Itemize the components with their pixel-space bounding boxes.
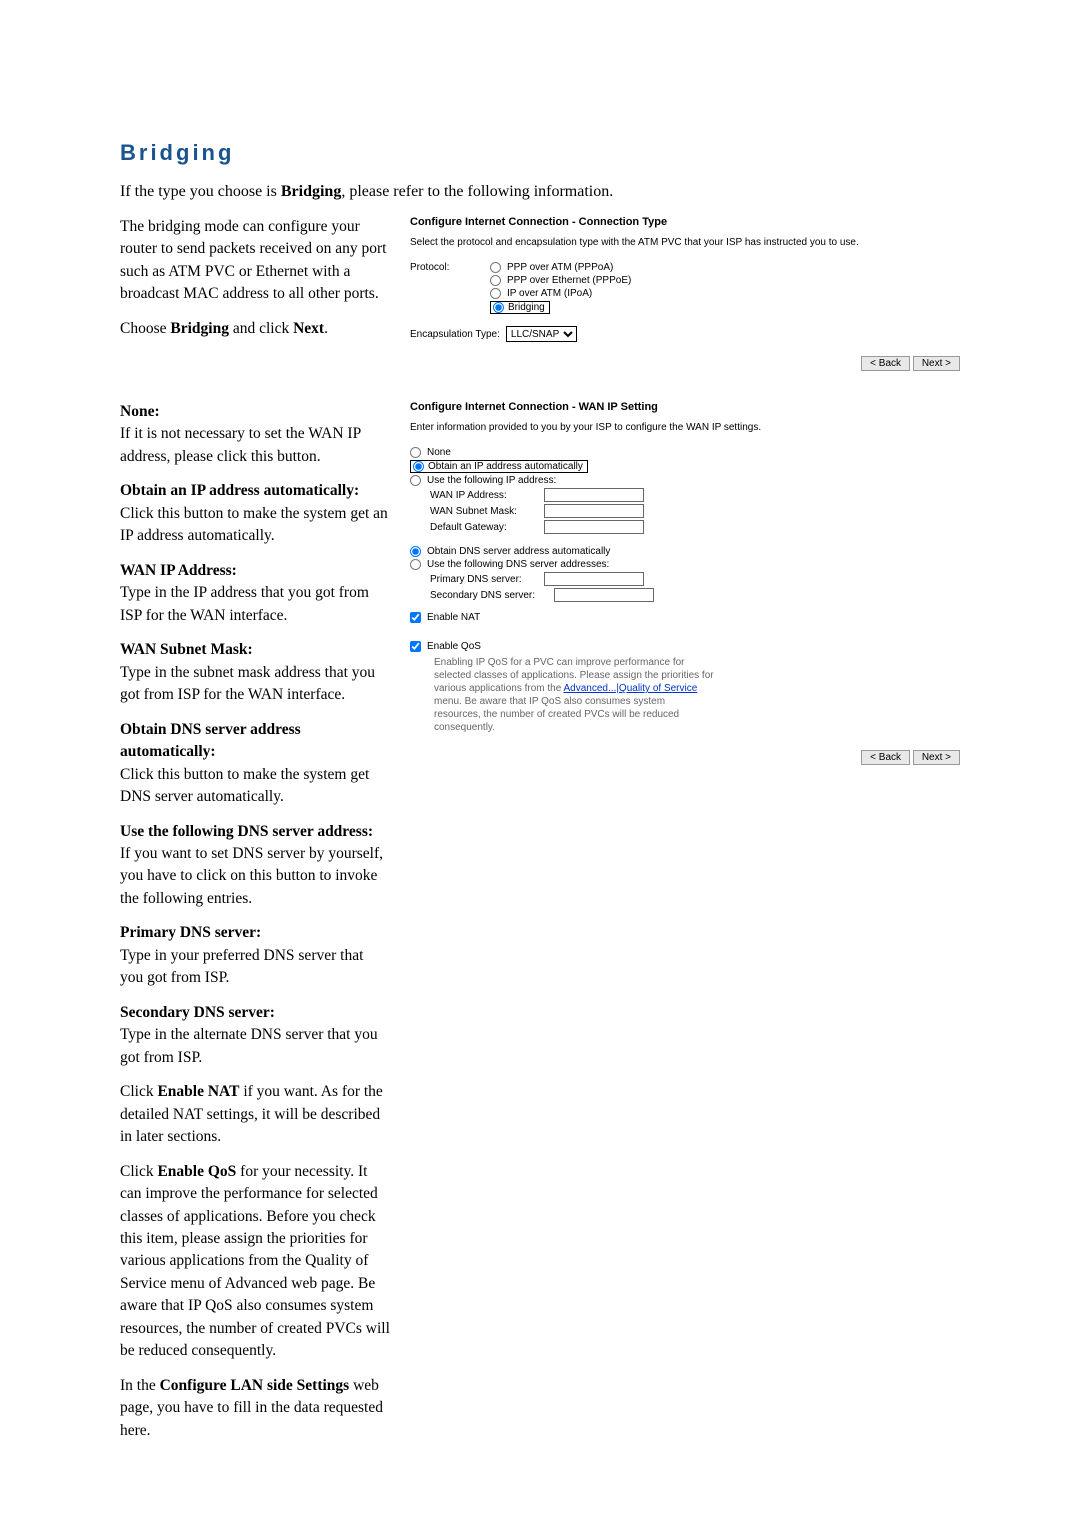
- section-1-left: The bridging mode can configure your rou…: [120, 216, 390, 371]
- next-button-2[interactable]: Next >: [913, 750, 960, 765]
- panel2-desc: Enter information provided to you by you…: [410, 421, 960, 435]
- section-title: Bridging: [120, 140, 960, 166]
- panel1-buttons: < Back Next >: [410, 356, 960, 371]
- panel-wan-ip: Configure Internet Connection - WAN IP S…: [410, 401, 960, 1454]
- radio-pppoe-label: PPP over Ethernet (PPPoE): [507, 275, 631, 286]
- protocol-label: Protocol:: [410, 262, 490, 316]
- wanip-field-label: WAN IP Address:: [430, 490, 540, 501]
- encapsulation-row: Encapsulation Type: LLC/SNAP: [410, 326, 960, 342]
- qos-note: Enabling IP QoS for a PVC can improve pe…: [434, 656, 714, 734]
- def-nat: Click Enable NAT if you want. As for the…: [120, 1081, 390, 1148]
- panel1-desc: Select the protocol and encapsulation ty…: [410, 236, 960, 250]
- def-obtaindns: Obtain DNS server address automatically:…: [120, 719, 390, 809]
- radio-dns-obtain[interactable]: [410, 546, 421, 557]
- radio-wan-use-label: Use the following IP address:: [427, 475, 556, 486]
- back-button[interactable]: < Back: [861, 356, 910, 371]
- secdns-row: Secondary DNS server:: [430, 588, 960, 602]
- pridns-row: Primary DNS server:: [430, 572, 960, 586]
- panel-connection-type: Configure Internet Connection - Connecti…: [410, 216, 960, 371]
- radio-pppoa-label: PPP over ATM (PPPoA): [507, 262, 613, 273]
- radio-pppoa[interactable]: [490, 262, 501, 273]
- radio-wan-none-label: None: [427, 447, 451, 458]
- gw-input[interactable]: [544, 520, 644, 534]
- def-wanip: WAN IP Address: Type in the IP address t…: [120, 560, 390, 627]
- checkbox-enable-qos[interactable]: [410, 641, 421, 652]
- def-lan: In the Configure LAN side Settings web p…: [120, 1375, 390, 1442]
- def-secdns: Secondary DNS server: Type in the altern…: [120, 1002, 390, 1069]
- radio-bridging[interactable]: [493, 302, 504, 313]
- intro-bold: Bridging: [281, 183, 341, 200]
- bridge-desc-p2: Choose Bridging and click Next.: [120, 318, 390, 340]
- pridns-field-label: Primary DNS server:: [430, 574, 540, 585]
- enable-qos-label: Enable QoS: [427, 641, 481, 652]
- checkbox-enable-nat[interactable]: [410, 612, 421, 623]
- wansub-field-label: WAN Subnet Mask:: [430, 506, 540, 517]
- radio-wan-use[interactable]: [410, 475, 421, 486]
- def-qos: Click Enable QoS for your necessity. It …: [120, 1161, 390, 1363]
- radio-wan-obtain[interactable]: [413, 461, 424, 472]
- radio-wan-none[interactable]: [410, 447, 421, 458]
- wansub-row: WAN Subnet Mask:: [430, 504, 960, 518]
- protocol-option-bridging[interactable]: Bridging: [490, 301, 960, 314]
- protocol-option-pppoe[interactable]: PPP over Ethernet (PPPoE): [490, 275, 960, 286]
- enable-nat-label: Enable NAT: [427, 612, 480, 623]
- wan-obtain-option[interactable]: Obtain an IP address automatically: [410, 460, 960, 473]
- wanip-input[interactable]: [544, 488, 644, 502]
- wansub-input[interactable]: [544, 504, 644, 518]
- enable-nat-row[interactable]: Enable NAT: [410, 612, 960, 623]
- section-1: The bridging mode can configure your rou…: [120, 216, 960, 371]
- def-none: None: If it is not necessary to set the …: [120, 401, 390, 468]
- wan-use-option[interactable]: Use the following IP address:: [410, 475, 960, 486]
- panel2-heading: Configure Internet Connection - WAN IP S…: [410, 401, 960, 413]
- protocol-block: Protocol: PPP over ATM (PPPoA) PPP over …: [410, 262, 960, 316]
- wanip-row: WAN IP Address:: [430, 488, 960, 502]
- radio-bridging-label: Bridging: [508, 302, 545, 313]
- pridns-input[interactable]: [544, 572, 644, 586]
- bridge-desc-p1: The bridging mode can configure your rou…: [120, 216, 390, 306]
- section-2-left: None: If it is not necessary to set the …: [120, 401, 390, 1454]
- encapsulation-select[interactable]: LLC/SNAP: [506, 326, 577, 342]
- back-button-2[interactable]: < Back: [861, 750, 910, 765]
- qos-advanced-link[interactable]: Advanced...|Quality of Service: [564, 683, 698, 694]
- radio-ipoa-label: IP over ATM (IPoA): [507, 288, 592, 299]
- protocol-option-pppoa[interactable]: PPP over ATM (PPPoA): [490, 262, 960, 273]
- radio-pppoe[interactable]: [490, 275, 501, 286]
- radio-dns-use-label: Use the following DNS server addresses:: [427, 559, 609, 570]
- def-pridns: Primary DNS server: Type in your preferr…: [120, 922, 390, 989]
- radio-dns-obtain-label: Obtain DNS server address automatically: [427, 546, 610, 557]
- radio-dns-use[interactable]: [410, 559, 421, 570]
- next-button[interactable]: Next >: [913, 356, 960, 371]
- secdns-field-label: Secondary DNS server:: [430, 590, 550, 601]
- intro-prefix: If the type you choose is: [120, 183, 281, 200]
- intro-text: If the type you choose is Bridging, plea…: [120, 180, 960, 204]
- radio-ipoa[interactable]: [490, 288, 501, 299]
- def-wansub: WAN Subnet Mask: Type in the subnet mask…: [120, 639, 390, 706]
- dns-use-option[interactable]: Use the following DNS server addresses:: [410, 559, 960, 570]
- panel2-buttons: < Back Next >: [410, 750, 960, 765]
- enable-qos-row[interactable]: Enable QoS: [410, 641, 960, 652]
- radio-wan-obtain-label: Obtain an IP address automatically: [428, 461, 583, 472]
- encapsulation-label: Encapsulation Type:: [410, 329, 500, 340]
- gw-field-label: Default Gateway:: [430, 522, 540, 533]
- wan-none-option[interactable]: None: [410, 447, 960, 458]
- panel1-heading: Configure Internet Connection - Connecti…: [410, 216, 960, 228]
- def-obtainip: Obtain an IP address automatically: Clic…: [120, 480, 390, 547]
- gw-row: Default Gateway:: [430, 520, 960, 534]
- intro-suffix: , please refer to the following informat…: [341, 183, 613, 200]
- protocol-option-ipoa[interactable]: IP over ATM (IPoA): [490, 288, 960, 299]
- secdns-input[interactable]: [554, 588, 654, 602]
- def-usedns: Use the following DNS server address: If…: [120, 821, 390, 911]
- dns-obtain-option[interactable]: Obtain DNS server address automatically: [410, 546, 960, 557]
- section-2: None: If it is not necessary to set the …: [120, 401, 960, 1454]
